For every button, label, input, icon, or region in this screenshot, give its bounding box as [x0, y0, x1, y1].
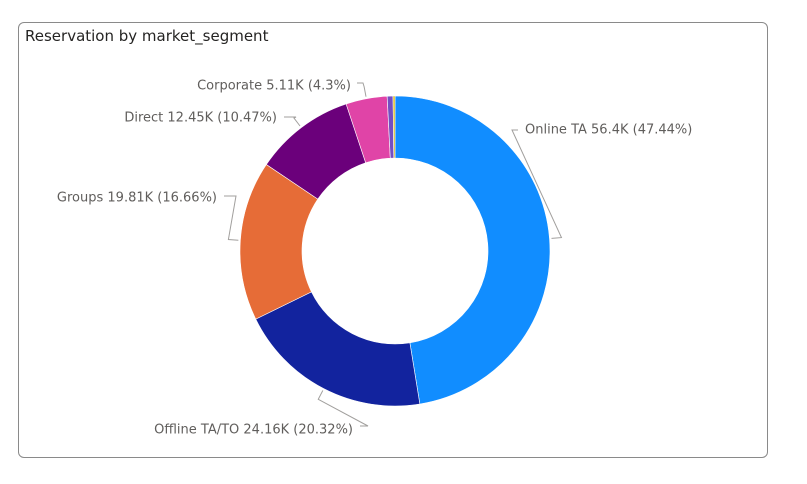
leader-line — [317, 390, 369, 427]
data-label: Online TA 56.4K (47.44%) — [525, 123, 692, 138]
leader-line — [357, 82, 367, 97]
leader-line — [224, 195, 239, 241]
donut-slice-other-6[interactable] — [392, 95, 396, 159]
donut-slice-offline-ta-to[interactable] — [255, 291, 421, 407]
data-label: Offline TA/TO 24.16K (20.32%) — [154, 423, 353, 438]
donut-slice-online-ta[interactable] — [394, 95, 551, 405]
chart-title: Reservation by market_segment — [25, 27, 269, 45]
data-label: Direct 12.45K (10.47%) — [124, 111, 277, 126]
data-label: Corporate 5.11K (4.3%) — [197, 79, 351, 94]
data-label: Groups 19.81K (16.66%) — [57, 191, 217, 206]
leader-line — [284, 116, 301, 127]
leader-line — [511, 129, 563, 239]
